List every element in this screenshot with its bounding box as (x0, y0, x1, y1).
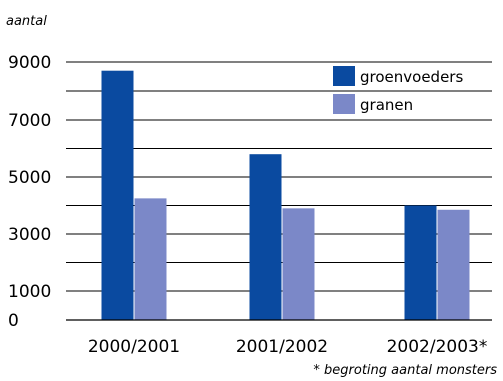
bars (101, 70, 470, 320)
bar-groenvoeders-1 (249, 154, 282, 320)
y-unit-label: aantal (6, 14, 47, 29)
legend: groenvoeders granen (333, 66, 463, 114)
x-tick-label: 2000/2001 (88, 337, 180, 357)
bar-granen-2 (437, 209, 470, 320)
y-tick-label: 5000 (8, 168, 51, 188)
y-tick-label: 9000 (8, 53, 51, 73)
y-tick-label: 3000 (8, 225, 51, 245)
y-tick-label: 1000 (8, 282, 51, 302)
y-tick-label: 7000 (8, 111, 51, 131)
bar-granen-0 (134, 198, 167, 320)
legend-swatch-granen (333, 94, 355, 114)
bar-groenvoeders-2 (404, 205, 437, 320)
x-tick-label: 2001/2002 (236, 337, 328, 357)
legend-label-granen: granen (360, 96, 413, 114)
y-axis-ticks: 0 1000 3000 5000 7000 9000 (8, 53, 51, 331)
y-tick-label: 0 (8, 311, 19, 331)
bar-groenvoeders-0 (101, 70, 134, 320)
legend-label-groenvoeders: groenvoeders (360, 68, 463, 86)
legend-swatch-groenvoeders (333, 66, 355, 86)
x-tick-label: 2002/2003* (387, 337, 488, 357)
footnote: * begroting aantal monsters (313, 363, 497, 378)
bar-granen-1 (282, 208, 315, 320)
x-axis-ticks: 2000/2001 2001/2002 2002/2003* (88, 337, 488, 357)
